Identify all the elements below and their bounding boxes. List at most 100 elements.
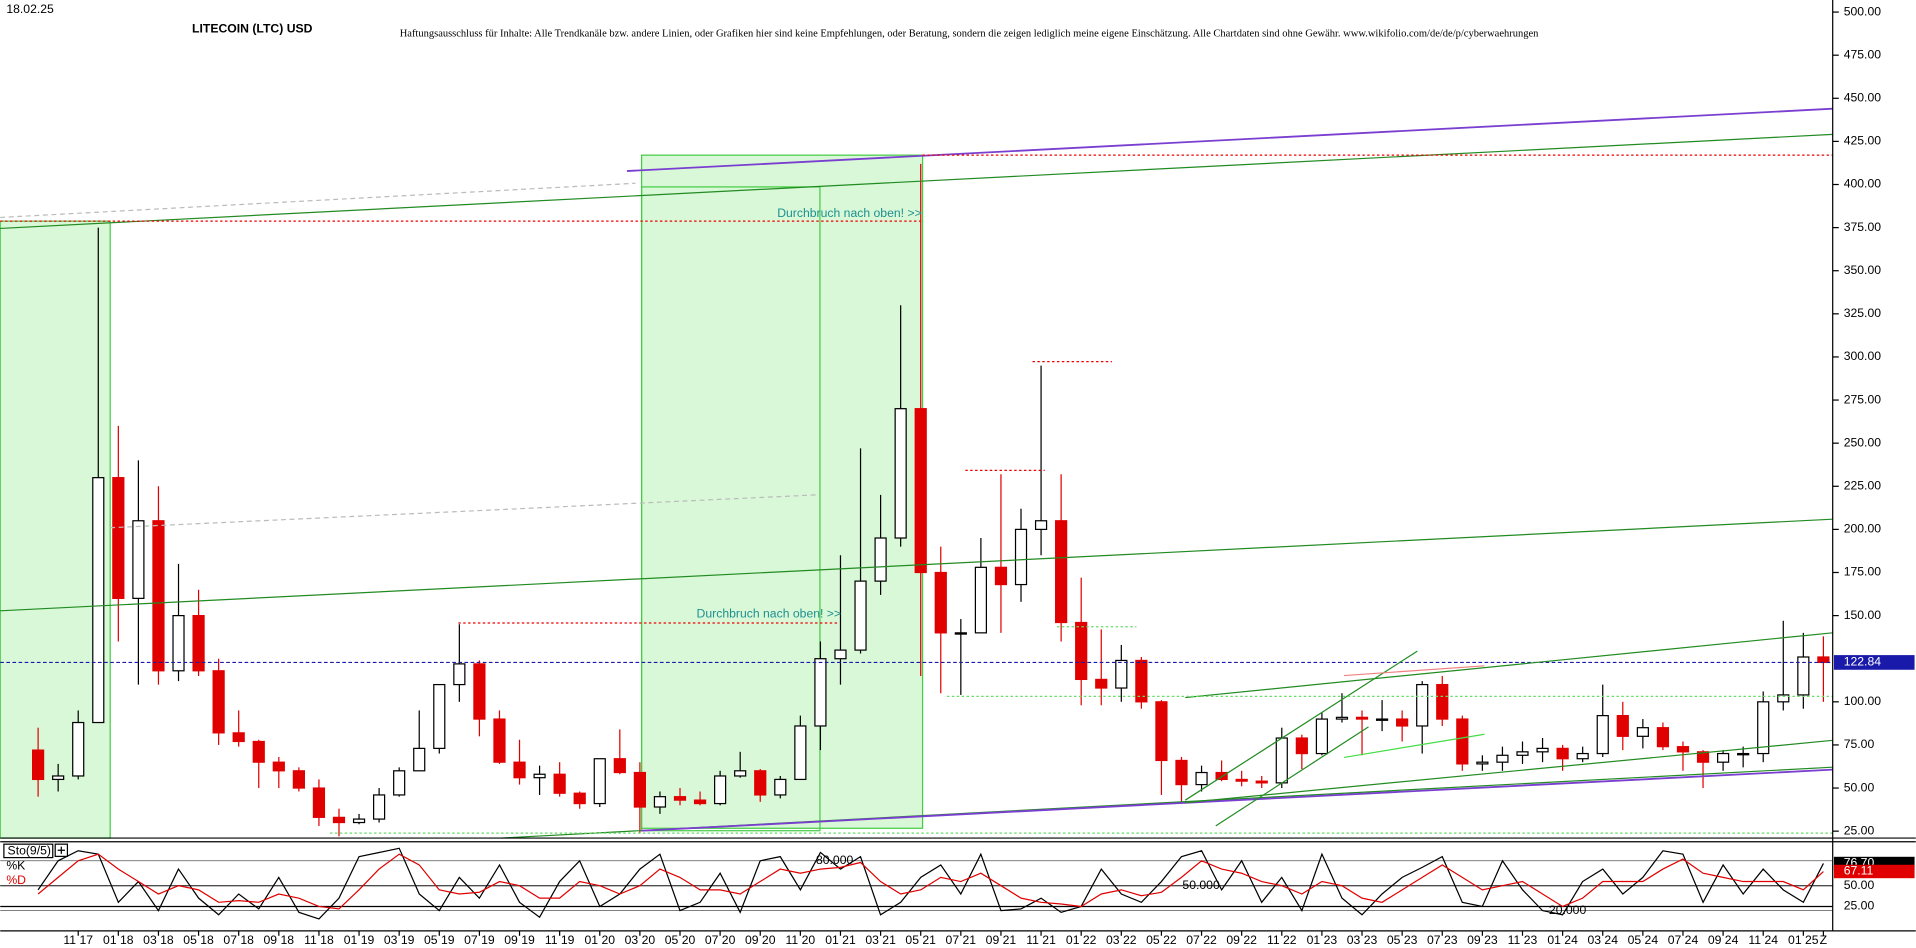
candle-body (112, 477, 125, 599)
y-tick-label: 75.00 (1844, 737, 1875, 751)
candle-body (433, 683, 446, 749)
x-tick-label: 01 20 (584, 933, 615, 947)
x-tick-label: 03 22 (1106, 933, 1137, 947)
candle-body (1576, 752, 1589, 760)
x-tick-label: 11 23 (1508, 933, 1538, 947)
candle-body (31, 749, 45, 781)
disclaimer: Haftungsausschluss für Inhalte: Alle Tre… (400, 29, 1539, 40)
candle-body (1696, 751, 1710, 763)
candle-body (774, 778, 787, 796)
x-tick-label: 05 18 (183, 933, 214, 947)
price-badge (1833, 655, 1915, 670)
candle-body (1716, 752, 1730, 763)
candle-body (1315, 718, 1329, 755)
x-tick-label: 07 23 (1427, 933, 1458, 947)
y-tick-label: 450.00 (1844, 91, 1882, 105)
candle-body (954, 632, 967, 635)
candle-body (794, 725, 807, 781)
candle-body (854, 580, 867, 651)
x-tick-label: 03 23 (1347, 933, 1378, 947)
candle-body (1556, 747, 1569, 760)
value-badge-label: 67.11 (1844, 864, 1874, 878)
candle-body (533, 773, 546, 779)
candle-body (1737, 752, 1750, 756)
y-tick-label: 400.00 (1844, 177, 1882, 191)
x-tick-label: 07 24 (1668, 933, 1699, 947)
x-tick-label: 11 22 (1267, 933, 1297, 947)
y-tick-label: 250.00 (1844, 435, 1882, 449)
candle-body (1496, 754, 1509, 763)
level-label: 80.000 (816, 853, 854, 867)
level-label: 50.000 (1182, 878, 1220, 892)
y-tick-label: 350.00 (1844, 263, 1882, 277)
candle-body (493, 718, 506, 763)
x-tick-label: 01 21 (825, 933, 856, 947)
candle-body (553, 773, 566, 794)
y-tick-label: 300.00 (1844, 349, 1882, 363)
candle-body (1416, 683, 1429, 727)
candle-body (1797, 656, 1810, 696)
y-tick-label: 225.00 (1844, 478, 1882, 492)
y-tick-label: 475.00 (1844, 47, 1882, 61)
x-tick-label: 11 20 (786, 933, 816, 947)
x-tick-label: 01 23 (1307, 933, 1338, 947)
candle-body (1014, 528, 1028, 586)
candle-body (1275, 737, 1288, 784)
candle-body (1536, 747, 1549, 753)
candle-body (1255, 780, 1268, 784)
candle-body (272, 761, 285, 772)
candle-body (352, 818, 366, 824)
trend-line (0, 182, 636, 219)
x-tick-label: 09 23 (1467, 933, 1498, 947)
y-tick-label: 500.00 (1844, 4, 1882, 18)
x-tick-label: 03 18 (143, 933, 174, 947)
x-tick-label: 09 22 (1226, 933, 1257, 947)
x-tick-label: 11 17 (63, 933, 93, 947)
x-tick-label: 11 18 (304, 933, 334, 947)
candle-body (413, 747, 426, 772)
y-tick-label: 200.00 (1844, 522, 1882, 536)
candle-body (1235, 778, 1248, 782)
y-tick-label: 25.00 (1844, 823, 1875, 837)
candle-body (1757, 701, 1770, 755)
candle-body (453, 663, 466, 686)
x-tick-label: 03 21 (865, 933, 896, 947)
trend-line (0, 133, 1833, 230)
trend-line (1343, 733, 1485, 759)
x-tick-label: 11 19 (545, 933, 575, 947)
candle-body (473, 663, 486, 720)
trend-line (1215, 726, 1369, 827)
candle-body (714, 775, 727, 805)
candle-body (633, 771, 646, 808)
candle-body (312, 787, 326, 818)
trend-line (626, 107, 1833, 172)
candle-body (1636, 727, 1649, 737)
candle-body (52, 775, 65, 781)
candle-body (1155, 701, 1168, 762)
x-tick-label: 11 24 (1748, 933, 1778, 947)
candle-body (1135, 659, 1148, 703)
trend-line (1185, 632, 1833, 699)
chart-title: LITECOIN (LTC) USD (192, 22, 313, 36)
y-tick-label: 50.00 (1844, 878, 1875, 892)
x-tick-label: 05 20 (665, 933, 696, 947)
zone (640, 154, 924, 829)
candle-body (994, 566, 1008, 586)
trendlines (0, 107, 1833, 839)
zone (0, 220, 111, 839)
x-tick-label: 07 19 (464, 933, 495, 947)
candle-body (92, 477, 105, 724)
x-tick-label: 01 18 (103, 933, 134, 947)
stoch-line (37, 847, 1824, 920)
x-tick-label: 07 21 (946, 933, 977, 947)
x-tick-label: 09 24 (1708, 933, 1739, 947)
candle-body (653, 796, 667, 808)
x-tick-label: 05 24 (1628, 933, 1659, 947)
x-tick-label: 09 19 (504, 933, 535, 947)
candle-body (1456, 718, 1469, 765)
legend-entry: %K (6, 858, 25, 872)
candle-body (673, 796, 687, 801)
candle-body (734, 770, 747, 777)
candle-body (1195, 771, 1208, 786)
